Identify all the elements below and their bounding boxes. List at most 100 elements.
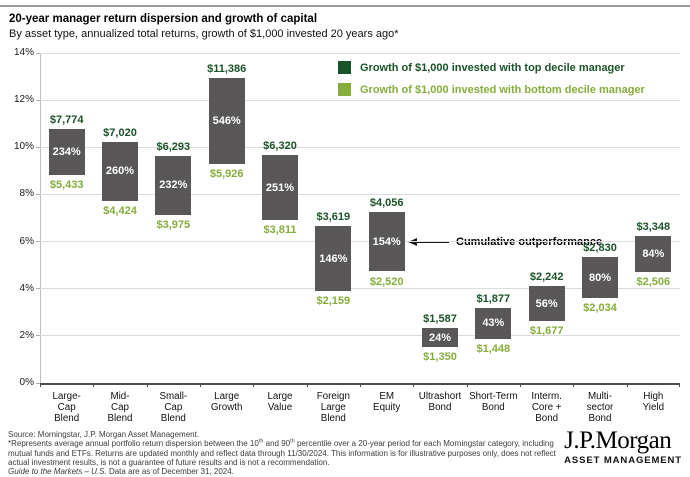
- gridline-12: [40, 99, 680, 101]
- x-axis-tick: [40, 383, 41, 387]
- x-axis-tick: [146, 383, 148, 387]
- top-decile-value-label: $3,619: [316, 211, 351, 224]
- bar-multi-sector-bond: 80%: [582, 257, 618, 298]
- bar-high-yield: 84%: [635, 236, 672, 273]
- bar-short-term-bond: 43%: [475, 307, 512, 339]
- legend-label-bottom-decile: Growth of $1,000 invested with bottom de…: [360, 83, 645, 96]
- gtm-date: Data are as of December 31, 2024.: [106, 467, 234, 477]
- bottom-decile-value-label: $1,448: [476, 342, 511, 355]
- bar-small-cap-blend: 232%: [155, 156, 192, 215]
- x-axis-tick: [360, 383, 361, 387]
- y-axis-tick-label: 8%: [19, 188, 34, 200]
- x-axis-label-multi-sector-bond: Multi-sector Bond: [586, 391, 614, 424]
- y-axis-tick: [36, 335, 40, 337]
- x-axis-label-ultrashort-bond: Ultrashort Bond: [418, 391, 462, 413]
- outperformance-label: 84%: [642, 248, 665, 261]
- footnote: *Represents average annual portfolio ret…: [8, 438, 556, 467]
- bottom-decile-value-label: $1,677: [529, 325, 564, 338]
- y-axis-tick-label: 4%: [19, 282, 34, 294]
- bottom-decile-value-label: $2,159: [316, 294, 351, 307]
- legend-item-top-decile: Growth of $1,000 invested with top decil…: [338, 61, 645, 74]
- top-decile-value-label: $1,587: [423, 312, 457, 325]
- outperformance-label: 56%: [535, 297, 558, 310]
- y-axis-tick-label: 10%: [13, 141, 34, 153]
- y-axis-tick-label: 0%: [19, 377, 34, 388]
- x-axis-label-short-term-bond: Short-Term Bond: [469, 391, 518, 413]
- outperformance-label: 234%: [52, 145, 81, 158]
- x-axis-label-high-yield: High Yield: [642, 391, 665, 413]
- bottom-decile-value-label: $5,926: [209, 167, 244, 180]
- source-line: Source: Morningstar, J.P. Morgan Asset M…: [8, 430, 200, 439]
- gridline-14: [40, 52, 680, 54]
- bar-large-cap-blend: 234%: [48, 128, 85, 175]
- gridline-8: [40, 193, 680, 195]
- outperformance-label: 154%: [372, 235, 401, 248]
- chart-title: 20-year manager return dispersion and gr…: [9, 13, 318, 25]
- bar-interm-core-bond: 56%: [528, 285, 565, 322]
- x-axis-label-large-growth: Large Growth: [210, 391, 243, 413]
- gridline-4: [40, 288, 680, 290]
- bar-em-equity: 154%: [368, 212, 405, 272]
- top-decile-value-label: $11,386: [207, 63, 247, 76]
- y-axis-tick-label: 12%: [13, 94, 34, 106]
- bottom-decile-value-label: $4,424: [103, 205, 137, 218]
- outperformance-label: 24%: [428, 331, 452, 344]
- x-axis-label-em-equity: EM Equity: [373, 391, 401, 413]
- top-decile-value-label: $6,320: [263, 140, 297, 153]
- gridline-2: [40, 335, 680, 337]
- x-axis-tick: [93, 383, 95, 387]
- bottom-decile-value-label: $5,433: [49, 178, 84, 191]
- legend-item-bottom-decile: Growth of $1,000 invested with bottom de…: [338, 83, 645, 96]
- x-axis-labels: Large- Cap Blend Mid- Cap Blend Small- Cap Blend…: [40, 391, 680, 427]
- y-axis-line: [40, 53, 41, 385]
- bottom-decile-value-label: $3,975: [156, 218, 191, 231]
- x-axis-tick: [573, 383, 575, 387]
- bar-large-value: 251%: [262, 155, 298, 220]
- footer: Source: Morningstar, J.P. Morgan Asset M…: [8, 430, 568, 476]
- top-decile-value-label: $7,020: [103, 126, 137, 139]
- x-axis-tick: [200, 383, 201, 387]
- y-axis-tick: [36, 241, 40, 243]
- bar-ultrashort-bond: 24%: [422, 327, 458, 348]
- gtm-line: Guide to the Markets – U.S. Data are as …: [8, 467, 568, 476]
- x-axis-tick: [626, 383, 628, 387]
- bar-mid-cap-blend: 260%: [102, 141, 138, 202]
- x-axis-label-mid-cap-blend: Mid- Cap Blend: [107, 391, 133, 424]
- y-axis-tick: [36, 382, 40, 384]
- x-axis-tick: [520, 383, 521, 387]
- legend: Growth of $1,000 invested with top decil…: [338, 61, 645, 105]
- x-axis-label-large-value: Large Value: [267, 391, 293, 413]
- jpmorgan-wordmark: J.P.Morgan: [564, 427, 672, 454]
- y-axis-tick: [36, 146, 40, 148]
- y-axis-tick: [36, 288, 40, 290]
- y-axis-tick: [36, 193, 40, 195]
- y-axis-tick-label: 6%: [19, 235, 34, 247]
- legend-swatch-top-decile: [338, 61, 351, 74]
- y-axis-tick-label: 14%: [13, 47, 34, 58]
- bottom-decile-value-label: $2,520: [369, 275, 404, 288]
- top-decile-value-label: $7,774: [49, 113, 84, 126]
- outperformance-label: 546%: [212, 114, 241, 127]
- y-axis-tick: [36, 99, 40, 101]
- jpmorgan-logo: J.P.Morgan ASSET MANAGEMENT: [564, 427, 682, 466]
- plot-area: Growth of $1,000 invested with top decil…: [14, 47, 680, 388]
- gridline-10: [40, 146, 680, 148]
- bottom-decile-value-label: $2,034: [583, 301, 617, 314]
- top-decile-value-label: $3,348: [636, 221, 671, 234]
- outperformance-label: 43%: [482, 317, 505, 330]
- bottom-decile-value-label: $2,506: [636, 276, 671, 289]
- x-axis-label-foreign-large-blend: Foreign Large Blend: [316, 391, 350, 424]
- top-decile-value-label: $6,293: [156, 141, 191, 153]
- bar-foreign-large-blend: 146%: [315, 226, 352, 291]
- x-axis-tick: [253, 383, 255, 387]
- bottom-decile-value-label: $3,811: [263, 223, 297, 236]
- top-decile-value-label: $2,830: [583, 242, 617, 255]
- legend-label-top-decile: Growth of $1,000 invested with top decil…: [360, 61, 625, 74]
- x-axis-label-small-cap-blend: Small- Cap Blend: [159, 391, 188, 424]
- chart-subtitle: By asset type, annualized total returns,…: [9, 28, 399, 40]
- x-axis-label-interm-core-bond: Interm. Core + Bond: [531, 391, 562, 424]
- x-axis-tick: [306, 383, 308, 387]
- outperformance-label: 146%: [319, 252, 348, 265]
- top-decile-value-label: $2,242: [529, 270, 564, 283]
- bottom-decile-value-label: $1,350: [423, 351, 457, 364]
